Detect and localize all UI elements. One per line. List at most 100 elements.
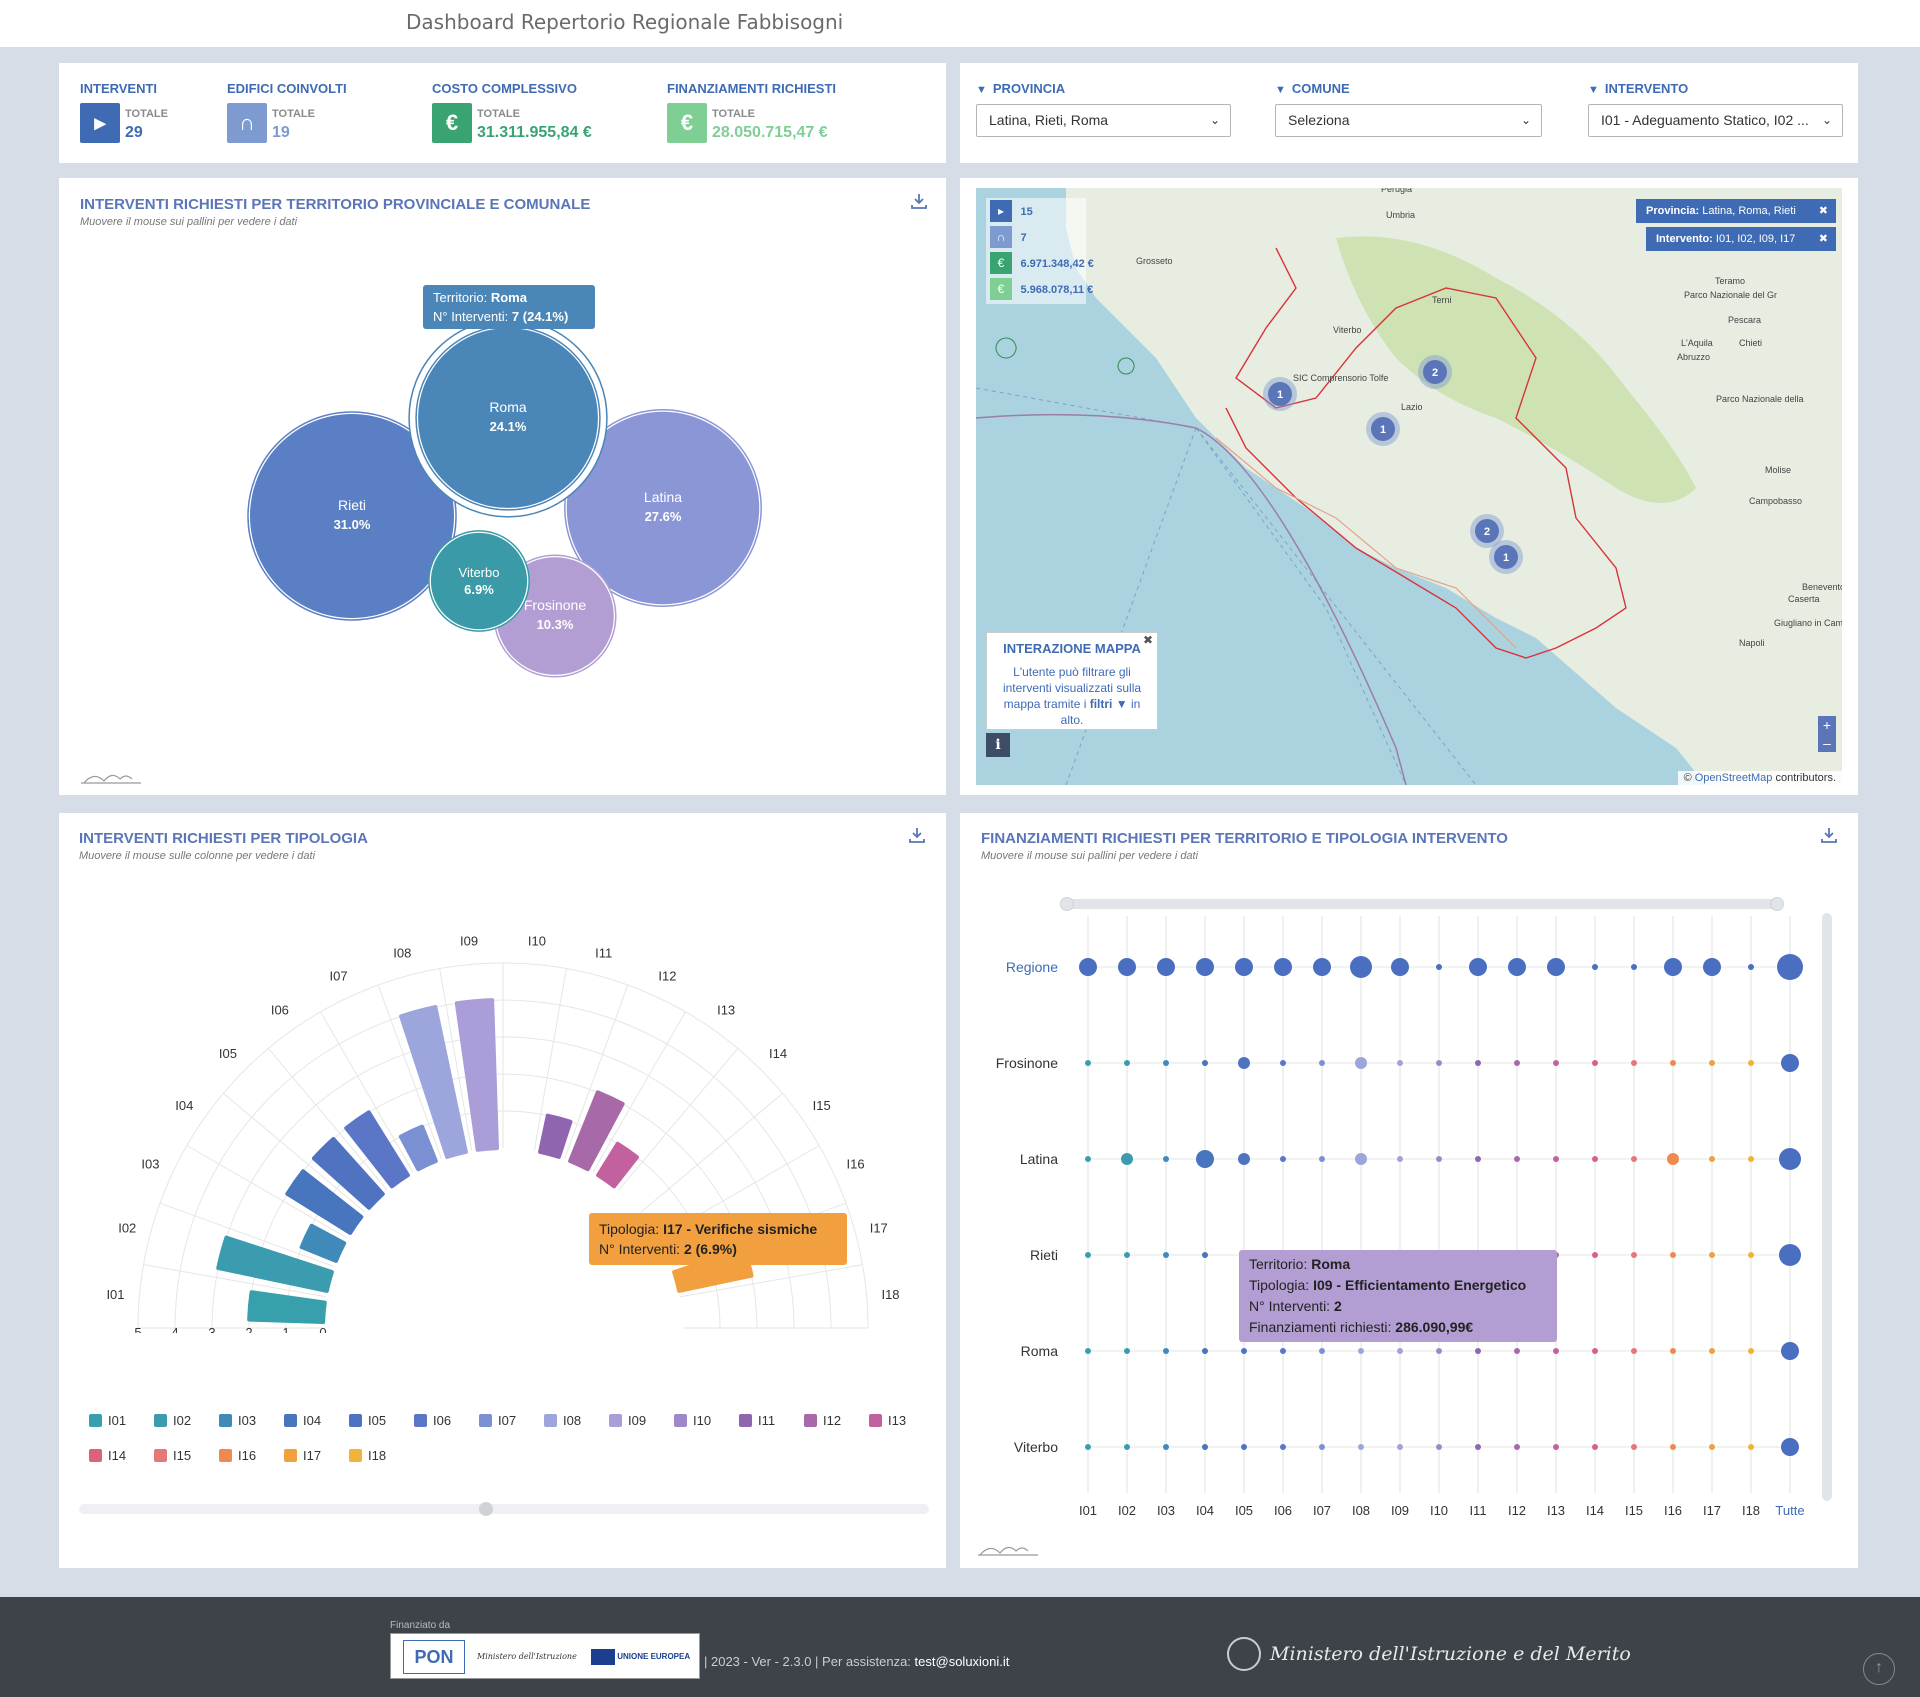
dot-mark[interactable] — [1163, 1156, 1169, 1162]
intervento-select[interactable]: I01 - Adeguamento Statico, I02 ... ⌄ — [1588, 104, 1843, 137]
polar-bar-i03[interactable] — [299, 1223, 347, 1263]
download-icon[interactable] — [907, 826, 927, 846]
dot-mark[interactable] — [1196, 1150, 1214, 1168]
dot-mark[interactable] — [1436, 1444, 1442, 1450]
legend-item[interactable]: I14 — [89, 1448, 126, 1463]
legend-item[interactable]: I04 — [284, 1413, 321, 1428]
dot-mark[interactable] — [1202, 1444, 1208, 1450]
dot-mark[interactable] — [1124, 1348, 1130, 1354]
dot-mark[interactable] — [1709, 1060, 1715, 1066]
map-view[interactable]: PerugiaUmbriaGrossetoParco Nazionale dei… — [976, 188, 1842, 785]
dot-mark[interactable] — [1355, 1057, 1367, 1069]
map-cluster-marker[interactable] — [1475, 519, 1499, 543]
legend-item[interactable]: I12 — [804, 1413, 841, 1428]
dot-mark[interactable] — [1592, 1156, 1598, 1162]
legend-item[interactable]: I01 — [89, 1413, 126, 1428]
dot-mark[interactable] — [1313, 958, 1331, 976]
dot-mark[interactable] — [1397, 1060, 1403, 1066]
dot-mark[interactable] — [1475, 1348, 1481, 1354]
dot-mark[interactable] — [1709, 1156, 1715, 1162]
dot-mark[interactable] — [1319, 1348, 1325, 1354]
dot-mark[interactable] — [1748, 1348, 1754, 1354]
dot-mark[interactable] — [1436, 1348, 1442, 1354]
dot-mark[interactable] — [1475, 1060, 1481, 1066]
dot-mark[interactable] — [1631, 1156, 1637, 1162]
dot-mark[interactable] — [1163, 1444, 1169, 1450]
dot-mark[interactable] — [1514, 1444, 1520, 1450]
download-icon[interactable] — [1819, 826, 1839, 846]
dot-mark[interactable] — [1779, 1244, 1801, 1266]
legend-item[interactable]: I16 — [219, 1448, 256, 1463]
legend-item[interactable]: I07 — [479, 1413, 516, 1428]
polar-bar-i04[interactable] — [285, 1169, 364, 1235]
dot-mark[interactable] — [1631, 1060, 1637, 1066]
dot-mark[interactable] — [1436, 1156, 1442, 1162]
dot-mark[interactable] — [1280, 1444, 1286, 1450]
comune-select[interactable]: Seleziona ⌄ — [1275, 104, 1542, 137]
dot-mark[interactable] — [1508, 958, 1526, 976]
dot-mark[interactable] — [1469, 958, 1487, 976]
dot-mark[interactable] — [1280, 1156, 1286, 1162]
dot-mark[interactable] — [1592, 1444, 1598, 1450]
dot-mark[interactable] — [1124, 1060, 1130, 1066]
legend-item[interactable]: I13 — [869, 1413, 906, 1428]
dot-mark[interactable] — [1748, 964, 1754, 970]
slider-handle-right[interactable] — [1770, 897, 1784, 911]
dot-mark[interactable] — [1781, 1054, 1799, 1072]
dot-mark[interactable] — [1709, 1252, 1715, 1258]
legend-item[interactable]: I08 — [544, 1413, 581, 1428]
dot-mark[interactable] — [1121, 1153, 1133, 1165]
bubble-roma[interactable] — [418, 328, 598, 508]
dot-mark[interactable] — [1553, 1060, 1559, 1066]
dot-mark[interactable] — [1118, 958, 1136, 976]
dot-mark[interactable] — [1085, 1252, 1091, 1258]
dot-mark[interactable] — [1475, 1444, 1481, 1450]
info-icon[interactable]: i — [986, 733, 1010, 757]
dot-mark[interactable] — [1358, 1348, 1364, 1354]
provincia-filter-tag[interactable]: Provincia: Latina, Roma, Rieti ✖ — [1636, 199, 1836, 223]
polar-bar-i09[interactable] — [454, 998, 500, 1152]
legend-item[interactable]: I11 — [739, 1413, 775, 1428]
dot-mark[interactable] — [1592, 964, 1598, 970]
dot-mark[interactable] — [1397, 1348, 1403, 1354]
dot-mark[interactable] — [1355, 1153, 1367, 1165]
dot-mark[interactable] — [1085, 1444, 1091, 1450]
dot-mark[interactable] — [1238, 1153, 1250, 1165]
dot-mark[interactable] — [1235, 958, 1253, 976]
dot-mark[interactable] — [1781, 1342, 1799, 1360]
dot-mark[interactable] — [1397, 1444, 1403, 1450]
dot-mark[interactable] — [1241, 1444, 1247, 1450]
legend-item[interactable]: I18 — [349, 1448, 386, 1463]
legend-item[interactable]: I09 — [609, 1413, 646, 1428]
dot-mark[interactable] — [1391, 958, 1409, 976]
map-cluster-marker[interactable] — [1494, 545, 1518, 569]
close-icon[interactable]: ✖ — [1818, 205, 1828, 217]
dot-mark[interactable] — [1777, 954, 1803, 980]
dot-mark[interactable] — [1202, 1060, 1208, 1066]
dot-mark[interactable] — [1358, 1444, 1364, 1450]
vertical-scrollbar[interactable] — [1822, 913, 1832, 1501]
provincia-select[interactable]: Latina, Rieti, Roma ⌄ — [976, 104, 1231, 137]
dot-mark[interactable] — [1748, 1444, 1754, 1450]
dot-mark[interactable] — [1319, 1444, 1325, 1450]
map-cluster-marker[interactable] — [1371, 417, 1395, 441]
dot-mark[interactable] — [1350, 956, 1372, 978]
dot-mark[interactable] — [1163, 1060, 1169, 1066]
dot-mark[interactable] — [1079, 958, 1097, 976]
dot-mark[interactable] — [1748, 1252, 1754, 1258]
dot-mark[interactable] — [1514, 1060, 1520, 1066]
dot-mark[interactable] — [1709, 1444, 1715, 1450]
dot-mark[interactable] — [1202, 1348, 1208, 1354]
dot-mark[interactable] — [1709, 1348, 1715, 1354]
bubble-latina[interactable] — [566, 411, 760, 605]
legend-item[interactable]: I15 — [154, 1448, 191, 1463]
polar-bar-i12[interactable] — [568, 1090, 625, 1172]
bubble-viterbo[interactable] — [430, 532, 528, 630]
intervento-filter-tag[interactable]: Intervento: I01, I02, I09, I17 ✖ — [1646, 227, 1836, 251]
scroll-to-top-button[interactable]: ↑ — [1863, 1653, 1895, 1685]
close-icon[interactable]: ✖ — [1142, 633, 1153, 647]
legend-item[interactable]: I06 — [414, 1413, 451, 1428]
dot-mark[interactable] — [1631, 1444, 1637, 1450]
dot-mark[interactable] — [1592, 1060, 1598, 1066]
polar-bar-i11[interactable] — [538, 1113, 573, 1159]
